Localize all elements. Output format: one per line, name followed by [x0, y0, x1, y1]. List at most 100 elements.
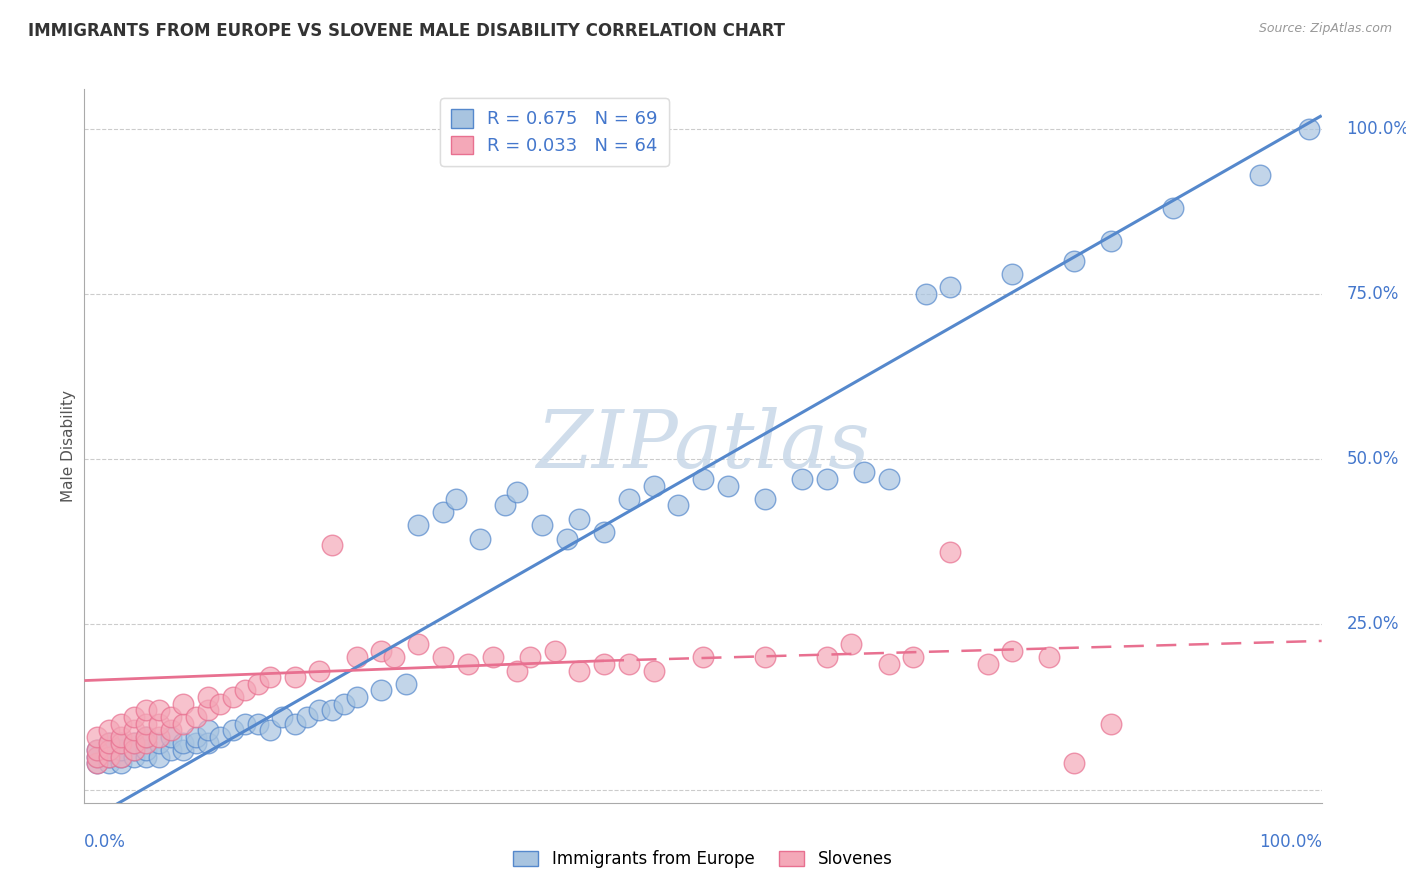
- Point: [531, 518, 554, 533]
- Point: [666, 499, 689, 513]
- Point: [494, 499, 516, 513]
- Point: [110, 749, 132, 764]
- Legend: R = 0.675   N = 69, R = 0.033   N = 64: R = 0.675 N = 69, R = 0.033 N = 64: [440, 98, 669, 166]
- Point: [976, 657, 998, 671]
- Point: [841, 637, 863, 651]
- Point: [939, 545, 962, 559]
- Point: [135, 743, 157, 757]
- Point: [122, 736, 145, 750]
- Point: [98, 723, 121, 738]
- Point: [568, 511, 591, 525]
- Point: [135, 703, 157, 717]
- Point: [86, 730, 108, 744]
- Point: [346, 650, 368, 665]
- Point: [1063, 254, 1085, 268]
- Point: [98, 736, 121, 750]
- Point: [754, 491, 776, 506]
- Point: [172, 716, 194, 731]
- Point: [222, 690, 245, 704]
- Y-axis label: Male Disability: Male Disability: [60, 390, 76, 502]
- Point: [122, 743, 145, 757]
- Point: [321, 538, 343, 552]
- Point: [197, 690, 219, 704]
- Point: [122, 723, 145, 738]
- Point: [86, 749, 108, 764]
- Point: [333, 697, 356, 711]
- Point: [110, 736, 132, 750]
- Point: [259, 723, 281, 738]
- Point: [122, 736, 145, 750]
- Point: [519, 650, 541, 665]
- Point: [160, 710, 183, 724]
- Point: [1249, 168, 1271, 182]
- Point: [914, 287, 936, 301]
- Point: [122, 743, 145, 757]
- Point: [209, 697, 232, 711]
- Point: [160, 723, 183, 738]
- Point: [98, 736, 121, 750]
- Point: [1063, 756, 1085, 771]
- Point: [432, 650, 454, 665]
- Text: ZIPatlas: ZIPatlas: [536, 408, 870, 484]
- Point: [148, 716, 170, 731]
- Point: [98, 743, 121, 757]
- Point: [197, 736, 219, 750]
- Point: [172, 743, 194, 757]
- Point: [370, 683, 392, 698]
- Point: [308, 664, 330, 678]
- Point: [754, 650, 776, 665]
- Text: 0.0%: 0.0%: [84, 832, 127, 851]
- Point: [86, 756, 108, 771]
- Point: [86, 743, 108, 757]
- Text: 100.0%: 100.0%: [1258, 832, 1322, 851]
- Point: [408, 637, 430, 651]
- Point: [903, 650, 925, 665]
- Point: [1161, 201, 1184, 215]
- Point: [346, 690, 368, 704]
- Point: [444, 491, 467, 506]
- Point: [148, 749, 170, 764]
- Point: [939, 280, 962, 294]
- Point: [222, 723, 245, 738]
- Point: [135, 730, 157, 744]
- Point: [321, 703, 343, 717]
- Point: [617, 657, 640, 671]
- Point: [271, 710, 294, 724]
- Text: IMMIGRANTS FROM EUROPE VS SLOVENE MALE DISABILITY CORRELATION CHART: IMMIGRANTS FROM EUROPE VS SLOVENE MALE D…: [28, 22, 785, 40]
- Point: [98, 743, 121, 757]
- Point: [197, 723, 219, 738]
- Text: 50.0%: 50.0%: [1347, 450, 1399, 468]
- Point: [308, 703, 330, 717]
- Point: [408, 518, 430, 533]
- Point: [110, 730, 132, 744]
- Point: [160, 730, 183, 744]
- Point: [1298, 121, 1320, 136]
- Point: [877, 657, 900, 671]
- Point: [148, 736, 170, 750]
- Point: [246, 677, 269, 691]
- Point: [643, 478, 665, 492]
- Point: [543, 644, 565, 658]
- Point: [593, 524, 616, 539]
- Point: [246, 716, 269, 731]
- Point: [555, 532, 578, 546]
- Point: [135, 730, 157, 744]
- Point: [233, 683, 256, 698]
- Point: [110, 749, 132, 764]
- Point: [86, 756, 108, 771]
- Text: Source: ZipAtlas.com: Source: ZipAtlas.com: [1258, 22, 1392, 36]
- Point: [470, 532, 492, 546]
- Point: [135, 749, 157, 764]
- Text: 75.0%: 75.0%: [1347, 285, 1399, 303]
- Point: [148, 703, 170, 717]
- Point: [122, 710, 145, 724]
- Point: [432, 505, 454, 519]
- Point: [790, 472, 813, 486]
- Point: [184, 730, 207, 744]
- Point: [98, 749, 121, 764]
- Point: [457, 657, 479, 671]
- Point: [184, 710, 207, 724]
- Point: [295, 710, 318, 724]
- Point: [692, 650, 714, 665]
- Point: [110, 743, 132, 757]
